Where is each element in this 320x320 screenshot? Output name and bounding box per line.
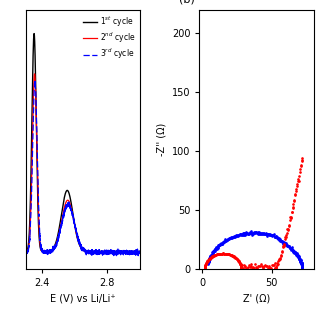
3$^{rd}$ cycle xyxy=(114,251,117,254)
Line: 2$^{nd}$ cycle: 2$^{nd}$ cycle xyxy=(26,74,140,252)
Line: 1$^{st}$ cycle: 1$^{st}$ cycle xyxy=(26,34,140,252)
2$^{nd}$ cycle xyxy=(114,251,117,254)
3$^{rd}$ cycle xyxy=(33,79,37,83)
Text: (b): (b) xyxy=(179,0,195,4)
1$^{st}$ cycle xyxy=(138,250,142,253)
3$^{rd}$ cycle xyxy=(76,236,80,240)
3$^{rd}$ cycle xyxy=(79,246,83,250)
1$^{st}$ cycle xyxy=(117,250,121,253)
1$^{st}$ cycle xyxy=(24,249,28,253)
2$^{nd}$ cycle xyxy=(135,251,139,254)
3$^{rd}$ cycle xyxy=(29,196,33,200)
Line: 3$^{rd}$ cycle: 3$^{rd}$ cycle xyxy=(26,81,140,256)
1$^{st}$ cycle xyxy=(79,246,83,250)
3$^{rd}$ cycle xyxy=(136,254,140,258)
3$^{rd}$ cycle xyxy=(135,250,139,254)
2$^{nd}$ cycle xyxy=(24,251,28,254)
1$^{st}$ cycle xyxy=(29,147,33,151)
Legend: 1$^{st}$ cycle, 2$^{nd}$ cycle, 3$^{rd}$ cycle: 1$^{st}$ cycle, 2$^{nd}$ cycle, 3$^{rd}$… xyxy=(82,13,136,62)
2$^{nd}$ cycle xyxy=(29,183,33,187)
2$^{nd}$ cycle xyxy=(79,246,83,250)
1$^{st}$ cycle xyxy=(76,239,80,243)
3$^{rd}$ cycle xyxy=(138,251,142,255)
1$^{st}$ cycle xyxy=(114,250,117,253)
1$^{st}$ cycle xyxy=(135,250,139,253)
2$^{nd}$ cycle xyxy=(33,72,36,76)
X-axis label: Z' (Ω): Z' (Ω) xyxy=(243,293,270,303)
Y-axis label: -Z'' (Ω): -Z'' (Ω) xyxy=(156,123,166,156)
3$^{rd}$ cycle xyxy=(135,251,139,255)
1$^{st}$ cycle xyxy=(135,250,139,253)
2$^{nd}$ cycle xyxy=(138,251,142,254)
3$^{rd}$ cycle xyxy=(24,250,28,254)
X-axis label: E (V) vs Li/Li⁺: E (V) vs Li/Li⁺ xyxy=(50,293,116,303)
2$^{nd}$ cycle xyxy=(76,238,80,242)
1$^{st}$ cycle xyxy=(32,32,36,36)
2$^{nd}$ cycle xyxy=(121,251,125,254)
2$^{nd}$ cycle xyxy=(135,251,139,254)
